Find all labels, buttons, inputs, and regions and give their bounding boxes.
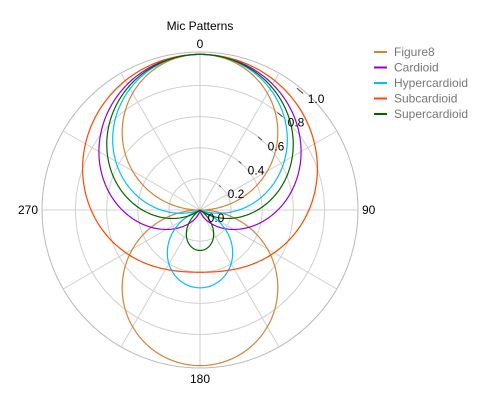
radial-tick-mark xyxy=(296,87,304,94)
chart-title: Mic Patterns xyxy=(167,19,234,33)
legend-entry[interactable]: Cardioid xyxy=(394,61,439,75)
radial-tick-mark xyxy=(219,185,221,188)
radial-tick-label: 0.4 xyxy=(248,163,265,177)
series-line-hypercardioid xyxy=(112,53,288,289)
radial-tick-mark xyxy=(277,112,283,118)
radial-tick-label: 1.0 xyxy=(308,92,325,106)
legend-entry[interactable]: Hypercardioid xyxy=(394,76,468,90)
angular-gridline xyxy=(62,209,201,290)
radial-tick-label: 0.8 xyxy=(288,116,305,130)
angular-gridline xyxy=(62,130,201,211)
legend-entry[interactable]: Figure8 xyxy=(394,45,435,59)
legend-entry[interactable]: Subcardioid xyxy=(394,92,457,106)
radial-tick-mark xyxy=(238,160,242,164)
angular-gridline xyxy=(120,72,201,211)
series-line-subcardioid xyxy=(82,53,318,273)
angular-tick-label: 0 xyxy=(197,37,204,51)
angular-tick-label: 180 xyxy=(190,372,210,386)
radial-tick-label: 0.0 xyxy=(208,211,225,225)
series-layer xyxy=(82,53,318,367)
label-layer: 0 90 180 270 0.00.20.40.60.81.0 xyxy=(18,37,376,386)
angular-tick-label: 270 xyxy=(18,203,38,217)
series-line-figure8 xyxy=(121,53,279,367)
radial-tick-mark xyxy=(257,136,263,141)
angular-gridline xyxy=(199,72,280,211)
radial-tick-label: 0.2 xyxy=(228,187,245,201)
angular-tick-label: 90 xyxy=(362,203,376,217)
series-line-supercardioid xyxy=(106,53,294,252)
legend-entry[interactable]: Supercardioid xyxy=(394,107,468,121)
radial-tick-label: 0.6 xyxy=(268,139,285,153)
series-line-cardioid xyxy=(98,53,302,231)
angular-gridline xyxy=(199,209,338,290)
